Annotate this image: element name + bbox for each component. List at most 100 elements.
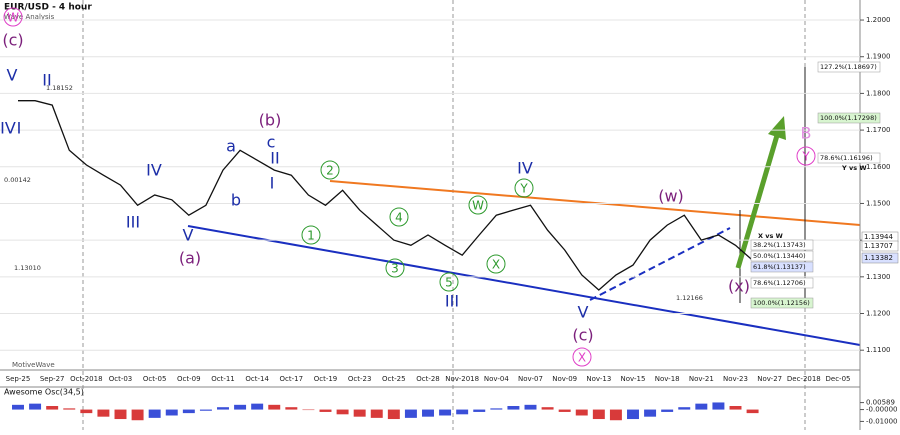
x-tick-label: Nov-21	[689, 375, 714, 383]
wave-label: 3	[391, 262, 399, 276]
wave-label: 4	[395, 211, 403, 225]
y-tick-label: 1.1300	[866, 273, 891, 281]
osc-bar	[234, 404, 247, 410]
osc-bar	[182, 409, 195, 414]
y-tick-label: 1.1100	[866, 346, 891, 354]
chart-title: EUR/USD - 4 hour	[4, 3, 92, 13]
wave-label: IV	[0, 119, 16, 138]
osc-bar	[746, 409, 759, 414]
osc-bar	[661, 409, 674, 412]
axis-price-label: 1.13944	[864, 233, 893, 241]
osc-bar	[268, 404, 281, 410]
fib-box	[750, 277, 814, 289]
x-tick-label: Nov-07	[518, 375, 543, 383]
x-tick-label: Oct-19	[314, 375, 338, 383]
osc-bar	[165, 409, 178, 416]
wave-label: (c)	[572, 326, 593, 345]
x-tick-label: Dec-05	[826, 375, 851, 383]
osc-bar	[609, 409, 622, 421]
x-tick-label: Nov-2018	[445, 375, 479, 383]
osc-bar	[524, 404, 537, 410]
fib-box	[817, 112, 881, 124]
x-tick-label: Oct-2018	[70, 375, 102, 383]
axis-price-box	[861, 252, 899, 264]
osc-bar	[422, 409, 434, 417]
x-tick-label: Oct-09	[177, 375, 201, 383]
osc-bar	[285, 407, 298, 410]
axis-price-label: 1.13707	[864, 242, 893, 250]
fib-box	[750, 250, 814, 262]
fib-label: 78.6%(1.12706)	[753, 279, 806, 287]
osc-bar	[97, 409, 110, 417]
x-tick-label: Oct-25	[382, 375, 406, 383]
fib-box	[817, 61, 881, 73]
fib-box	[817, 152, 881, 164]
wave-label: I	[270, 174, 275, 193]
osc-bar	[404, 409, 417, 418]
wave-circle	[514, 178, 534, 198]
wave-circle	[486, 254, 506, 274]
osc-bar	[148, 409, 161, 418]
wave-label: B	[801, 124, 812, 143]
osc-bar	[302, 409, 315, 411]
wave-circle	[301, 225, 321, 245]
wave-label: V	[7, 66, 18, 85]
x-tick-label: Nov-27	[757, 375, 782, 383]
osc-bar	[63, 408, 76, 410]
wave-label: III	[445, 292, 459, 311]
price-label: 1.18152	[46, 84, 73, 92]
osc-bar	[29, 403, 42, 410]
x-tick-label: Oct-23	[348, 375, 372, 383]
wave-label: c	[267, 133, 276, 152]
osc-bar	[541, 407, 554, 410]
osc-bar	[490, 408, 503, 410]
wave-label: I	[17, 119, 22, 138]
osc-bar	[12, 404, 24, 410]
wave-label: Y	[801, 150, 810, 164]
wave-label: W	[7, 11, 19, 25]
y-tick-label: 1.1500	[866, 199, 891, 207]
x-tick-label: Nov-23	[723, 375, 748, 383]
wave-label: (w)	[658, 187, 684, 206]
fib-label: Y vs W	[841, 164, 867, 172]
osc-bar	[507, 406, 520, 410]
wave-label: (c)	[2, 31, 23, 50]
wave-circle	[796, 146, 816, 166]
osc-bar	[575, 409, 588, 416]
x-tick-label: Oct-28	[416, 375, 440, 383]
wave-label: a	[226, 137, 236, 156]
osc-bar	[695, 403, 708, 410]
wave-label: IV	[517, 159, 533, 178]
wave-circle	[320, 160, 340, 180]
wave-circle	[385, 258, 405, 278]
osc-bar	[729, 406, 742, 410]
osc-bar	[336, 409, 349, 415]
wave-label: V	[578, 303, 589, 322]
osc-bar	[199, 409, 212, 411]
osc-bar	[353, 409, 366, 417]
x-tick-label: Nov-09	[552, 375, 577, 383]
wave-label: Y	[519, 182, 528, 196]
trend-line	[187, 225, 861, 346]
osc-bar	[456, 409, 469, 415]
price-label: 1.13010	[14, 264, 41, 272]
osc-bar	[473, 409, 486, 412]
wave-label: (a)	[179, 249, 201, 268]
fib-label: 78.6%(1.16196)	[820, 154, 873, 162]
x-tick-label: Oct-17	[280, 375, 304, 383]
forecast-arrow-head	[768, 116, 786, 140]
price-label: 0.00142	[4, 176, 31, 184]
osc-bar	[80, 409, 93, 414]
osc-bar	[114, 409, 127, 420]
wave-label: IV	[146, 161, 162, 180]
y-tick-label: -0.01000	[866, 417, 897, 425]
wave-label: W	[472, 199, 484, 213]
osc-bar	[712, 402, 725, 410]
wave-label: X	[492, 258, 500, 272]
y-tick-label: 1.1700	[866, 126, 891, 134]
osc-bar	[217, 407, 229, 410]
osc-bar	[644, 409, 657, 417]
wave-label: 1	[307, 229, 315, 243]
chart-subtitle: Wave Analysis	[4, 13, 55, 21]
x-tick-label: Oct-14	[245, 375, 269, 383]
